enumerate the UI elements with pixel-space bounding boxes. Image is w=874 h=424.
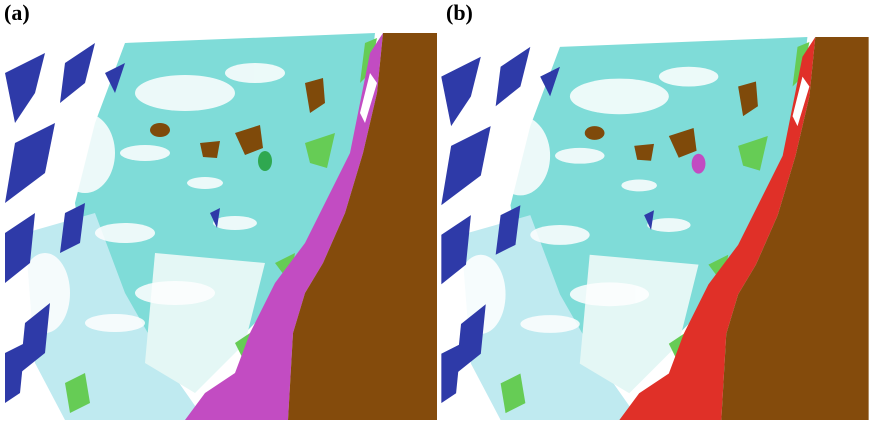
page: (a) (b) (() => { const data = JSON.parse… [0, 0, 874, 424]
panel-label: (b) [446, 0, 473, 25]
figure: (a) (b) [0, 0, 874, 424]
panel-label: (a) [4, 0, 30, 25]
map-image [441, 37, 869, 420]
map-image [5, 33, 437, 420]
